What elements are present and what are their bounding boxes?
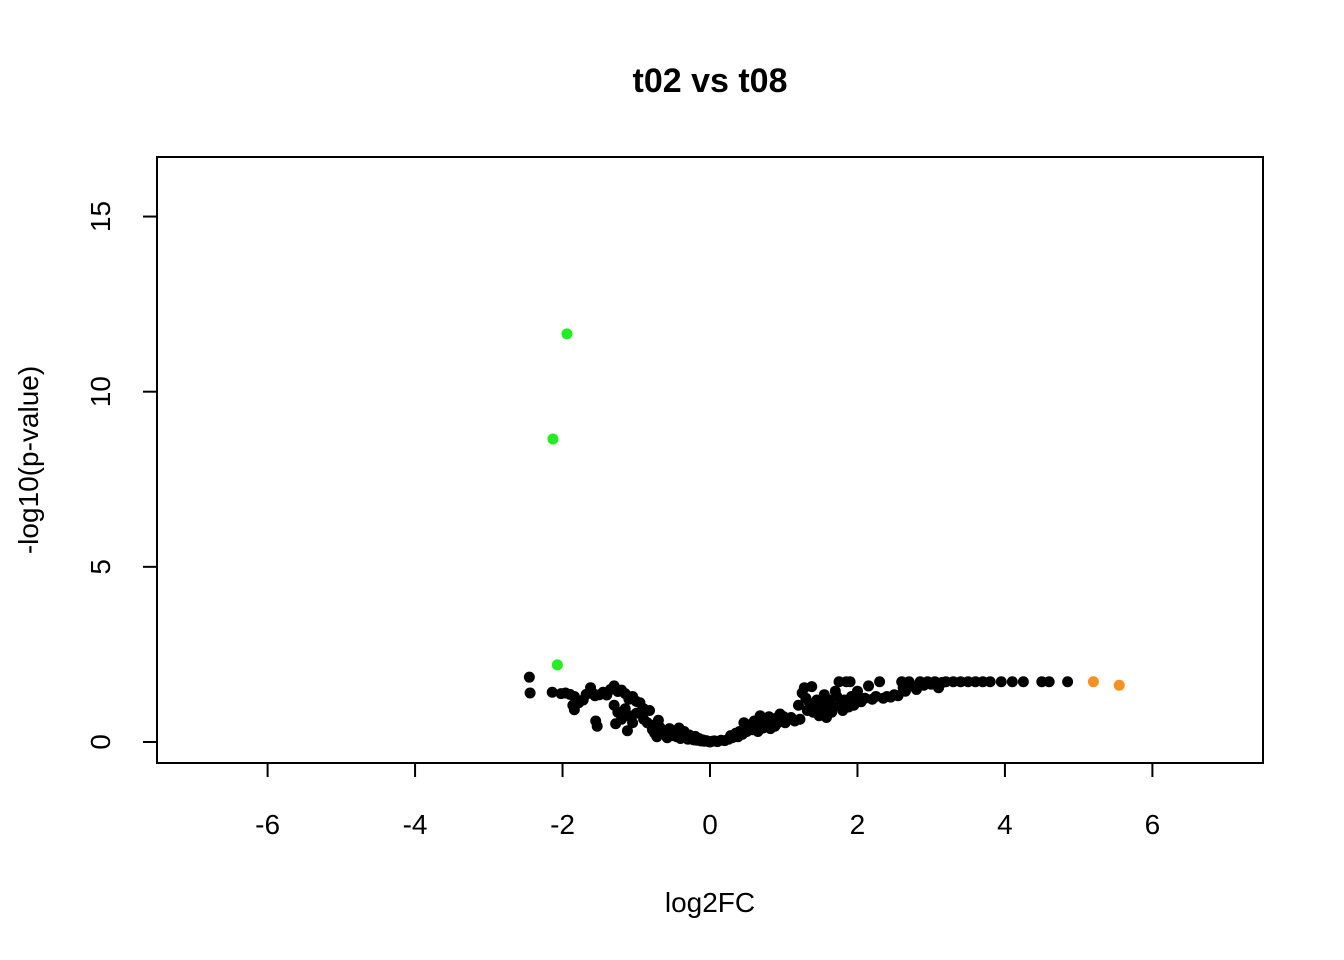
data-point-not-significant — [591, 720, 603, 732]
data-point-not-significant — [621, 725, 633, 737]
data-point-not-significant — [610, 718, 622, 730]
data-point-not-significant — [1062, 676, 1074, 688]
y-tick-label: 5 — [85, 559, 116, 575]
data-point-not-significant — [874, 676, 886, 688]
y-tick-label: 15 — [85, 201, 116, 232]
data-point-not-significant — [1017, 676, 1029, 688]
y-axis-label: -log10(p-value) — [13, 366, 44, 554]
data-point-not-significant — [546, 686, 558, 698]
data-point-down — [547, 433, 559, 445]
data-point-not-significant — [1043, 676, 1055, 688]
data-point-up — [1087, 676, 1099, 688]
y-tick-label: 0 — [85, 734, 116, 750]
y-tick-label: 10 — [85, 376, 116, 407]
data-point-not-significant — [806, 681, 818, 693]
y-axis: 0 5 10 15 — [85, 201, 158, 750]
data-point-not-significant — [627, 717, 639, 729]
x-tick-label: 4 — [997, 809, 1013, 840]
plot-frame — [156, 156, 1264, 764]
data-point-not-significant — [844, 676, 856, 688]
data-point-not-significant — [984, 676, 996, 688]
x-tick-label: -4 — [403, 809, 428, 840]
x-tick-label: 2 — [850, 809, 866, 840]
data-point-not-significant — [523, 671, 535, 683]
data-point-not-significant — [524, 687, 536, 699]
data-point-not-significant — [851, 685, 863, 697]
data-point-down — [561, 328, 573, 340]
x-tick-label: -2 — [550, 809, 575, 840]
x-tick-label: 6 — [1145, 809, 1161, 840]
data-point-not-significant — [995, 676, 1007, 688]
data-point-not-significant — [1006, 676, 1018, 688]
data-point-not-significant — [794, 713, 806, 725]
data-point-down — [551, 659, 563, 671]
data-points — [523, 328, 1125, 748]
data-point-not-significant — [863, 680, 875, 692]
data-point-not-significant — [644, 704, 656, 716]
data-point-not-significant — [792, 699, 804, 711]
x-axis-label: log2FC — [665, 887, 755, 918]
x-tick-label: -6 — [255, 809, 280, 840]
chart-title: t02 vs t08 — [633, 62, 788, 100]
x-tick-label: 0 — [702, 809, 718, 840]
x-axis: -6 -4 -2 0 2 4 6 — [255, 762, 1161, 840]
data-point-up — [1113, 679, 1125, 691]
